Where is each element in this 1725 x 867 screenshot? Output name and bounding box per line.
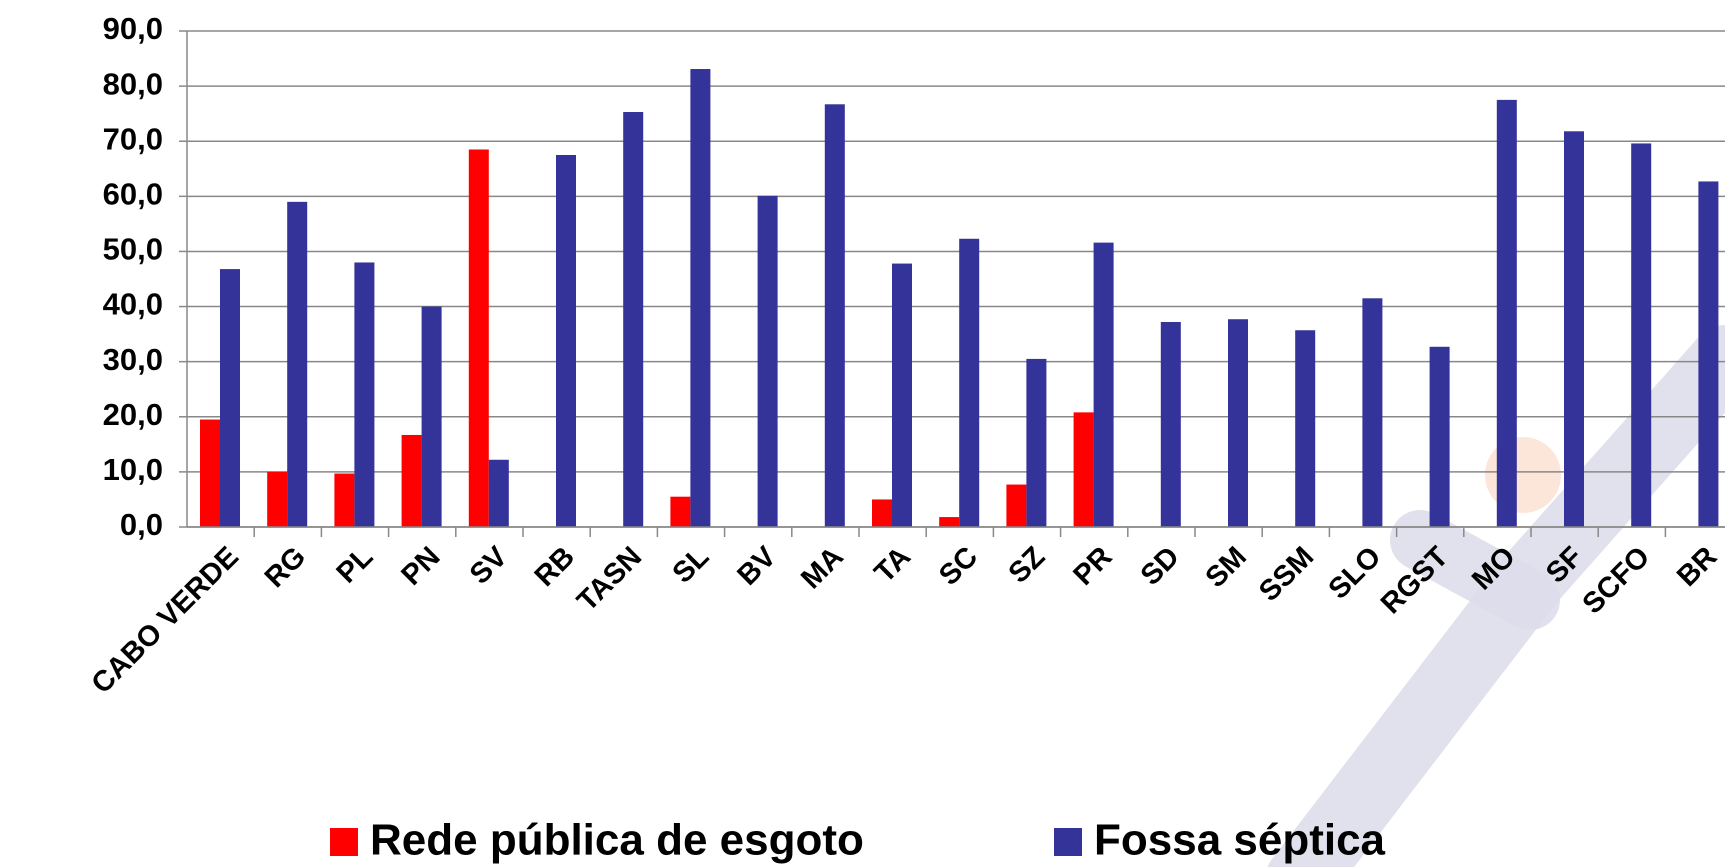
y-tick-label: 70,0	[103, 121, 163, 156]
x-tick-label: TA	[869, 541, 917, 589]
x-tick-label: CABO VERDE	[86, 541, 245, 700]
bar	[1026, 358, 1047, 527]
x-tick-label: RB	[529, 541, 581, 593]
legend-label: Fossa séptica	[1094, 816, 1386, 865]
x-tick-label: SL	[667, 541, 716, 590]
y-tick-label: 50,0	[103, 232, 163, 267]
x-tick-label: SM	[1200, 541, 1253, 594]
bar	[556, 155, 576, 527]
bar	[334, 473, 355, 527]
bar	[1160, 321, 1181, 527]
bar	[354, 262, 375, 527]
bar	[690, 69, 711, 527]
bar	[670, 496, 691, 527]
y-tick-label: 60,0	[103, 177, 163, 212]
legend-swatch	[1054, 828, 1082, 856]
bar	[959, 238, 980, 527]
bar	[1295, 330, 1316, 527]
y-tick-label: 90,0	[103, 11, 163, 46]
x-tick-label: BR	[1671, 541, 1723, 593]
bar	[421, 306, 442, 527]
x-tick-label: PL	[331, 541, 380, 590]
x-tick-label: SSM	[1253, 541, 1320, 608]
bar	[287, 201, 308, 527]
bar	[488, 459, 509, 527]
y-tick-label: 10,0	[103, 452, 163, 487]
legend-label: Rede pública de esgoto	[370, 816, 864, 865]
bar	[267, 471, 288, 527]
bar	[1631, 143, 1652, 527]
bar	[939, 517, 960, 527]
x-tick-label: MA	[795, 541, 850, 596]
bar	[200, 419, 220, 527]
x-tick-label: SC	[933, 541, 984, 592]
bar	[872, 499, 892, 527]
bar	[892, 263, 912, 527]
x-tick-label: RG	[259, 541, 312, 594]
y-tick-label: 30,0	[103, 342, 163, 377]
bar	[1006, 484, 1027, 527]
y-tick-label: 40,0	[103, 287, 163, 322]
x-tick-label: SV	[464, 540, 514, 590]
bar	[220, 269, 240, 527]
bar	[1073, 412, 1094, 527]
x-tick-label: BV	[731, 540, 783, 592]
bar	[468, 149, 489, 527]
bar	[623, 112, 644, 527]
bar	[1429, 346, 1450, 527]
y-tick-label: 80,0	[103, 66, 163, 101]
y-tick-label: 20,0	[103, 397, 163, 432]
bar	[1496, 99, 1517, 527]
bar	[1698, 181, 1719, 527]
x-tick-label: PN	[395, 541, 446, 592]
bar	[1564, 131, 1584, 527]
x-tick-label: SZ	[1003, 541, 1052, 590]
x-tick-label: TASN	[571, 541, 648, 618]
bar	[757, 195, 778, 527]
bar	[401, 434, 422, 527]
bar	[824, 104, 845, 527]
x-tick-label: SD	[1135, 541, 1186, 592]
y-tick-label: 0,0	[120, 507, 163, 542]
x-tick-label: PR	[1067, 541, 1118, 592]
bar	[1362, 298, 1383, 527]
bar	[1093, 242, 1114, 528]
legend-swatch	[330, 828, 358, 856]
bar	[1228, 319, 1248, 527]
